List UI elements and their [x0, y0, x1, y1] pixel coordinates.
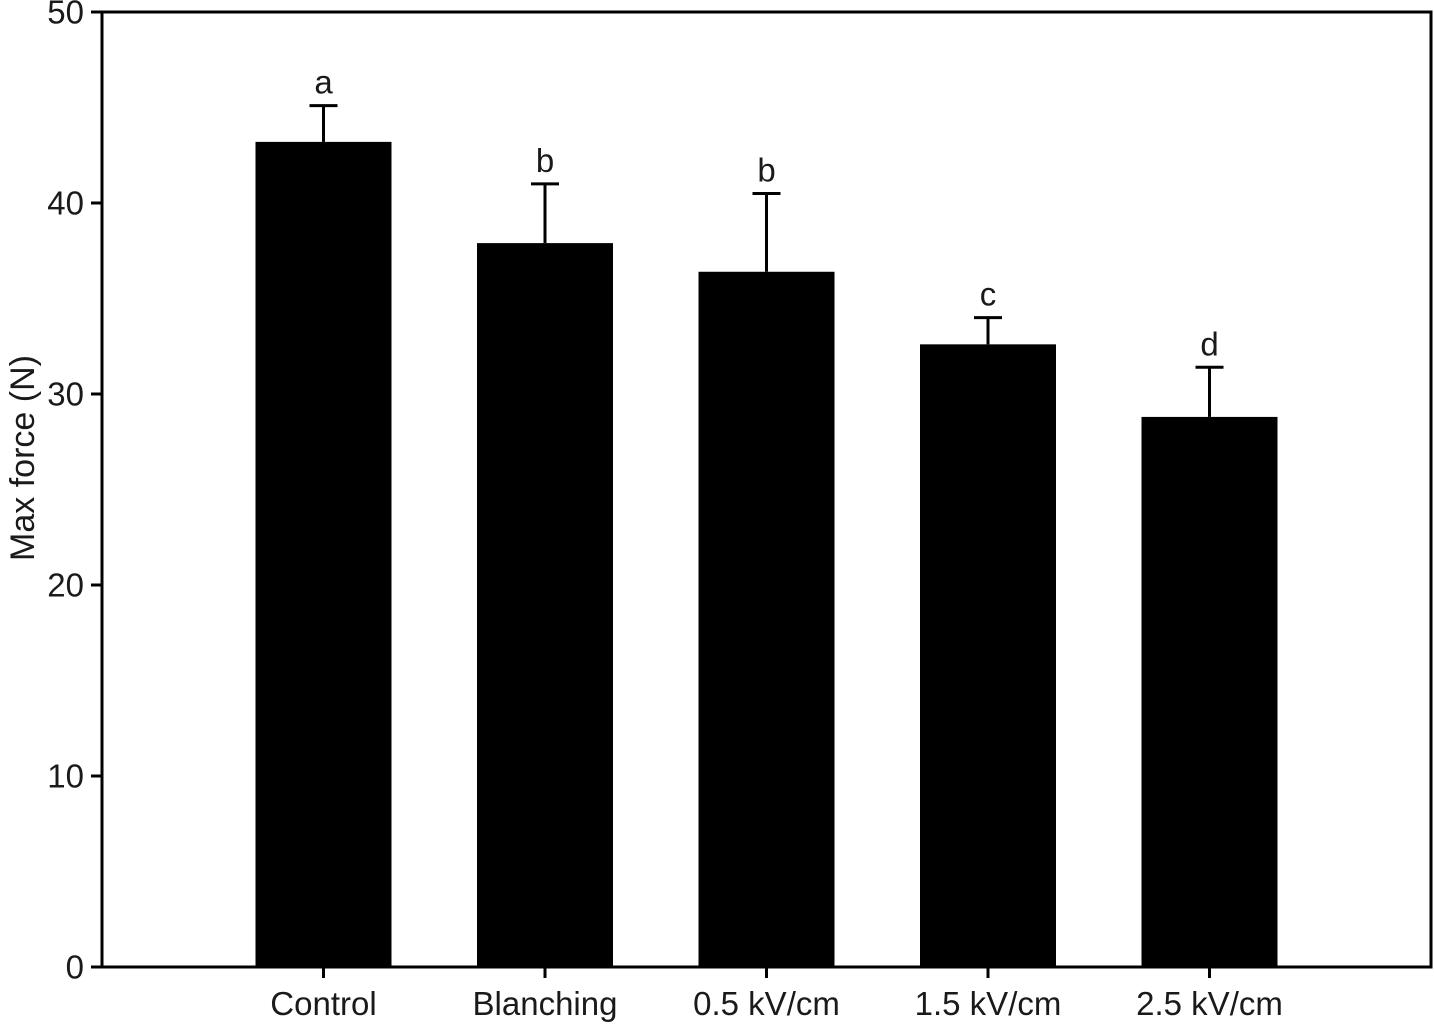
plot-area: 0 10 20 30 40 50 a Control b Blanching b 0.5 kV/cm c… — [47, 0, 1433, 1022]
significance-letter: b — [536, 142, 554, 179]
y-axis-title: Max force (N) — [4, 355, 42, 561]
significance-letter: b — [757, 151, 775, 188]
significance-letter: a — [314, 64, 333, 101]
y-tick-label: 0 — [66, 949, 84, 986]
bar — [1141, 416, 1278, 967]
significance-letter: c — [980, 276, 997, 313]
x-category-label: Control — [270, 985, 376, 1022]
y-tick-label: 40 — [47, 185, 84, 222]
x-category-label: Blanching — [473, 985, 618, 1022]
bar — [698, 271, 835, 967]
bar — [255, 141, 392, 967]
significance-letter: d — [1200, 325, 1218, 362]
bar — [920, 344, 1056, 968]
x-category-label: 1.5 kV/cm — [915, 985, 1062, 1022]
y-tick-label: 20 — [47, 567, 84, 604]
y-tick-label: 50 — [47, 0, 84, 31]
x-category-label: 2.5 kV/cm — [1136, 985, 1283, 1022]
x-category-label: 0.5 kV/cm — [693, 985, 840, 1022]
bar — [477, 243, 613, 968]
y-tick-label: 10 — [47, 758, 84, 795]
y-tick-label: 30 — [47, 376, 84, 413]
